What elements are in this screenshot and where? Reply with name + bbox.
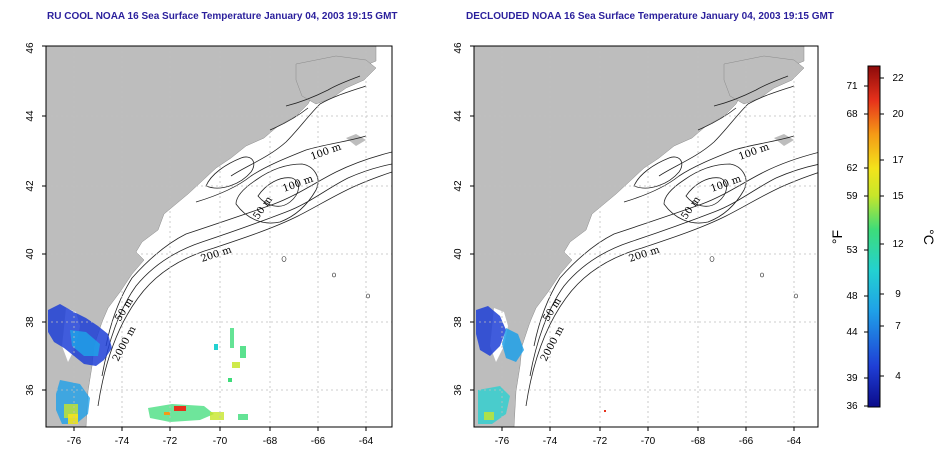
lon-label: -76	[67, 436, 82, 447]
f-tick-label: 62	[846, 163, 858, 174]
celsius-unit-label: °C	[921, 229, 937, 245]
lon-label: -66	[311, 436, 326, 447]
lon-label: -68	[263, 436, 278, 447]
lon-label: -72	[163, 436, 178, 447]
left-lon-labels: -76 -74 -72 -70 -68 -66 -64	[67, 436, 374, 447]
f-tick-label: 48	[846, 291, 858, 302]
f-tick-label: 71	[846, 81, 858, 92]
lat-label: 46	[25, 42, 36, 54]
lat-label: 44	[453, 110, 464, 122]
right-lat-labels: 36 38 40 42 44 46	[453, 42, 464, 396]
lat-label: 38	[25, 316, 36, 328]
colorbar	[867, 65, 881, 408]
left-grid	[46, 46, 392, 427]
c-tick-label: 7	[895, 321, 901, 332]
c-tick-label: 12	[892, 239, 904, 250]
right-tick-marks	[470, 45, 795, 431]
lat-label: 40	[25, 248, 36, 260]
lon-label: -66	[739, 436, 754, 447]
sst-pixels-right	[476, 306, 606, 424]
right-lon-labels: -76 -74 -72 -70 -68 -66 -64	[495, 436, 802, 447]
left-map-panel: 100 m 100 m 50 m 200 m 50 m 2000 m	[46, 46, 392, 427]
lon-label: -76	[495, 436, 510, 447]
f-tick-label: 68	[846, 109, 858, 120]
c-tick-label: 15	[892, 191, 904, 202]
lon-label: -64	[359, 436, 374, 447]
c-tick-label: 9	[895, 289, 901, 300]
f-tick-label: 59	[846, 191, 858, 202]
lat-label: 46	[453, 42, 464, 54]
right-map-panel: 100 m 100 m 50 m 200 m 50 m 2000 m	[474, 46, 818, 427]
f-tick-label: 39	[846, 373, 858, 384]
f-tick-label: 53	[846, 245, 858, 256]
lon-label: -70	[213, 436, 228, 447]
lat-label: 40	[453, 248, 464, 260]
f-tick-label: 36	[846, 401, 858, 412]
left-map-frame	[45, 45, 393, 428]
left-tick-marks	[42, 45, 367, 431]
sst-pixels-left	[48, 304, 248, 424]
c-tick-label: 20	[892, 109, 904, 120]
right-grid	[474, 46, 818, 427]
colorbar-c-labels: 22 20 17 15 12 9 7 4	[892, 73, 904, 382]
f-tick-label: 44	[846, 327, 858, 338]
left-lat-labels: 36 38 40 42 44 46	[25, 42, 36, 396]
right-map-frame	[473, 45, 819, 428]
lon-label: -70	[641, 436, 656, 447]
left-map-title: RU COOL NOAA 16 Sea Surface Temperature …	[47, 11, 398, 22]
lon-label: -64	[787, 436, 802, 447]
c-tick-label: 4	[895, 371, 901, 382]
lon-label: -74	[543, 436, 558, 447]
lon-label: -68	[691, 436, 706, 447]
fahrenheit-unit-label: °F	[829, 230, 845, 244]
lat-label: 38	[453, 316, 464, 328]
colorbar-tick-marks	[864, 77, 884, 407]
lat-label: 36	[25, 384, 36, 396]
lon-label: -74	[115, 436, 130, 447]
colorbar-f-labels: 71 68 62 59 53 48 44 39 36	[846, 81, 858, 412]
lat-label: 44	[25, 110, 36, 122]
c-tick-label: 22	[892, 73, 904, 84]
right-map-title: DECLOUDED NOAA 16 Sea Surface Temperatur…	[466, 11, 834, 22]
lat-label: 42	[25, 180, 36, 192]
lat-label: 36	[453, 384, 464, 396]
c-tick-label: 17	[892, 155, 904, 166]
lon-label: -72	[593, 436, 608, 447]
lat-label: 42	[453, 180, 464, 192]
